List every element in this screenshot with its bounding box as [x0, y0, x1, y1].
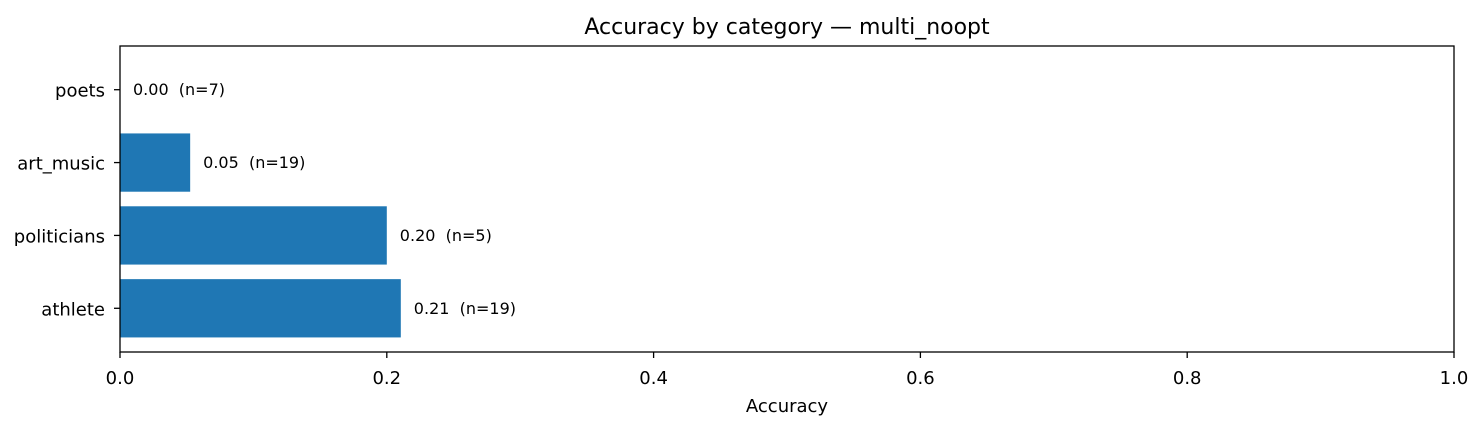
data-label-athlete: 0.21 (n=19)	[414, 299, 516, 318]
x-tick-label: 0.6	[906, 368, 935, 389]
x-tick-label: 1.0	[1440, 368, 1469, 389]
y-tick-label-art-music: art_music	[17, 154, 105, 175]
y-tick-label-athlete: athlete	[41, 299, 105, 320]
x-axis-label: Accuracy	[746, 396, 829, 417]
bar-politicians	[120, 206, 387, 265]
data-label-poets: 0.00 (n=7)	[133, 80, 225, 99]
data-label-politicians: 0.20 (n=5)	[400, 226, 492, 245]
data-labels-layer: 0.21 (n=19) 0.20 (n=5) 0.05 (n=19) 0.00 (n=…	[133, 80, 516, 318]
y-tick-label-poets: poets	[55, 81, 105, 102]
x-tick-label: 0.0	[106, 368, 135, 389]
y-axis: athlete politicians art_music poets	[14, 81, 120, 320]
x-tick-label: 0.4	[639, 368, 668, 389]
plot-frame	[119, 45, 1455, 353]
bars-layer	[120, 133, 401, 338]
bar-art-music	[120, 133, 191, 192]
chart-title: Accuracy by category — multi_noopt	[584, 15, 990, 40]
x-axis: 0.0 0.2 0.4 0.6 0.8 1.0	[106, 352, 1469, 389]
y-tick-label-politicians: politicians	[14, 226, 105, 247]
x-tick-label: 0.2	[372, 368, 401, 389]
bar-athlete	[120, 279, 401, 338]
x-tick-label: 0.8	[1173, 368, 1202, 389]
data-label-art-music: 0.05 (n=19)	[203, 153, 305, 172]
